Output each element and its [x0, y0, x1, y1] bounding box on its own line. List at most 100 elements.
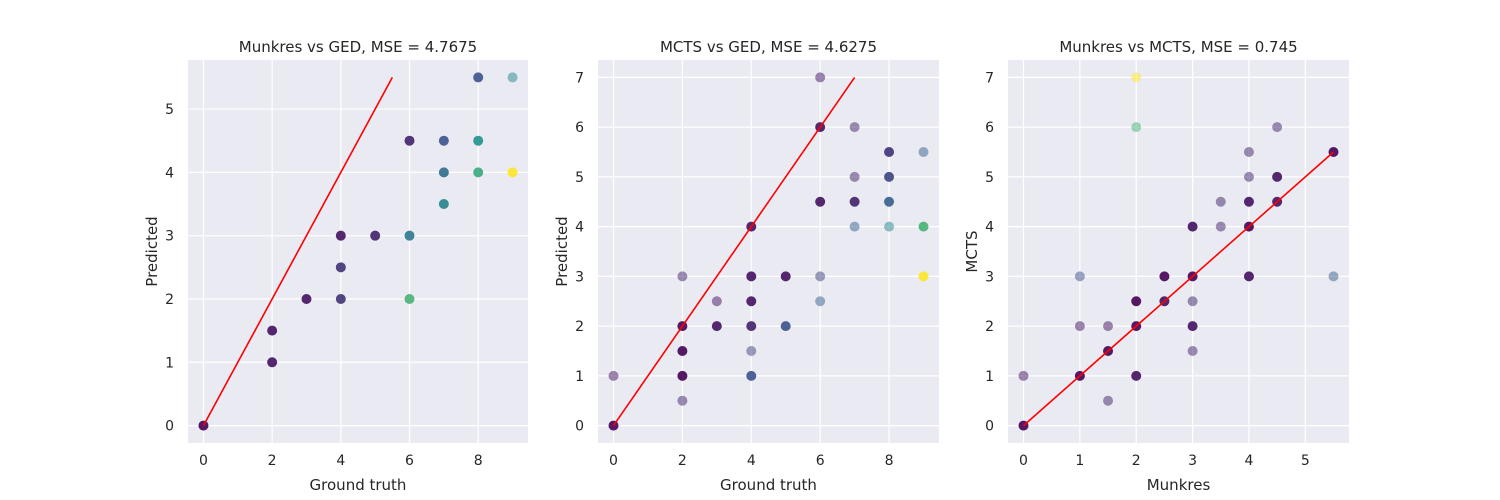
scatter-point	[918, 147, 929, 158]
y-tick-label: 0	[575, 419, 584, 435]
scatter-point	[507, 167, 518, 178]
scatter-point	[711, 296, 722, 307]
x-tick-label: 5	[1301, 453, 1310, 469]
x-tick-label: 2	[678, 453, 687, 469]
y-axis-label: Predicted	[143, 216, 161, 286]
x-axis-label: Ground truth	[720, 476, 817, 494]
scatter-point	[1187, 296, 1198, 307]
y-tick-label: 1	[575, 369, 584, 385]
scatter-point	[677, 370, 688, 381]
scatter-point	[1243, 171, 1254, 182]
y-tick-label: 3	[575, 269, 584, 285]
scatter-point	[815, 296, 826, 307]
panel-munkres-vs-mcts: 0 1 2 3 4 5 0 1 2 3 4 5 6 7 Munkres vs MCTS, MSE = 0.7…	[963, 38, 1349, 494]
scatter-point	[1215, 196, 1226, 207]
scatter-point	[677, 395, 688, 406]
scatter-point	[1131, 370, 1142, 381]
y-tick-label: 5	[165, 102, 174, 118]
identity-line	[612, 76, 856, 427]
scatter-point	[1215, 221, 1226, 232]
scatter-point	[746, 296, 757, 307]
y-axis-label: Predicted	[553, 216, 571, 286]
y-tick-label: 7	[575, 70, 584, 86]
scatter-point	[1187, 321, 1198, 332]
identity-line	[202, 77, 394, 426]
scatter-point	[815, 271, 826, 282]
x-axis-label: Ground truth	[310, 476, 407, 494]
y-tick-label: 5	[985, 170, 994, 186]
scatter-point	[267, 357, 278, 368]
scatter-point	[370, 230, 381, 241]
scatter-point	[1243, 147, 1254, 158]
scatter-point	[473, 135, 484, 146]
scatter-point	[815, 72, 826, 83]
x-tick-label: 4	[1244, 453, 1253, 469]
scatter-point	[1074, 321, 1085, 332]
scatter-point	[1131, 296, 1142, 307]
scatter-point	[884, 171, 895, 182]
y-tick-label: 4	[985, 220, 994, 236]
scatter-point	[677, 345, 688, 356]
scatter-point	[1243, 271, 1254, 282]
scatter-point	[1131, 122, 1142, 133]
x-tick-label: 4	[747, 453, 756, 469]
scatter-point	[918, 221, 929, 232]
scatter-point	[918, 271, 929, 282]
scatter-point	[335, 293, 346, 304]
scatter-point	[1328, 271, 1339, 282]
y-tick-label: 0	[985, 419, 994, 435]
x-tick-label: 8	[885, 453, 894, 469]
chart-title: Munkres vs GED, MSE = 4.7675	[239, 38, 477, 56]
scatter-point	[849, 122, 860, 133]
y-tick-label: 1	[985, 369, 994, 385]
scatter-point	[884, 147, 895, 158]
panel-munkres-vs-ged: 0 2 4 6 8 0 1 2 3 4 5 Munkres vs GED, MSE = 4.7675 G…	[143, 38, 528, 494]
y-tick-label: 3	[985, 269, 994, 285]
x-tick-label: 4	[336, 453, 345, 469]
y-tick-label: 2	[575, 319, 584, 335]
scatter-point	[884, 196, 895, 207]
y-tick-label: 5	[575, 170, 584, 186]
scatter-point	[884, 221, 895, 232]
scatter-point	[507, 72, 518, 83]
y-tick-label: 3	[165, 229, 174, 245]
scatter-point	[608, 370, 619, 381]
scatter-point	[335, 230, 346, 241]
scatter-point	[438, 167, 449, 178]
scatter-point	[849, 171, 860, 182]
scatter-point	[438, 199, 449, 210]
y-tick-label: 1	[165, 355, 174, 371]
x-tick-label: 6	[816, 453, 825, 469]
x-tick-label: 0	[1019, 453, 1028, 469]
scatter-point	[1103, 321, 1114, 332]
scatter-point	[1074, 271, 1085, 282]
scatter-point	[849, 196, 860, 207]
y-axis-label: MCTS	[963, 230, 981, 272]
scatter-point	[267, 325, 278, 336]
scatter-point	[677, 271, 688, 282]
scatter-point	[746, 370, 757, 381]
plot-area	[188, 60, 528, 443]
plot-area	[598, 60, 939, 443]
y-tick-label: 4	[165, 165, 174, 181]
scatter-point	[780, 271, 791, 282]
y-tick-label: 2	[165, 292, 174, 308]
scatter-point	[438, 135, 449, 146]
scatter-point	[746, 345, 757, 356]
scatter-point	[473, 72, 484, 83]
scatter-point	[815, 196, 826, 207]
chart-title: Munkres vs MCTS, MSE = 0.745	[1059, 38, 1297, 56]
y-tick-label: 4	[575, 220, 584, 236]
scatter-point	[301, 293, 312, 304]
plot-area	[1008, 60, 1349, 443]
x-axis-label: Munkres	[1147, 476, 1211, 494]
chart-title: MCTS vs GED, MSE = 4.6275	[660, 38, 877, 56]
scatter-point	[1272, 122, 1283, 133]
x-tick-label: 1	[1075, 453, 1084, 469]
y-tick-label: 7	[985, 70, 994, 86]
scatter-point	[404, 135, 415, 146]
x-tick-label: 8	[474, 453, 483, 469]
x-tick-label: 0	[609, 453, 618, 469]
scatter-point	[746, 321, 757, 332]
